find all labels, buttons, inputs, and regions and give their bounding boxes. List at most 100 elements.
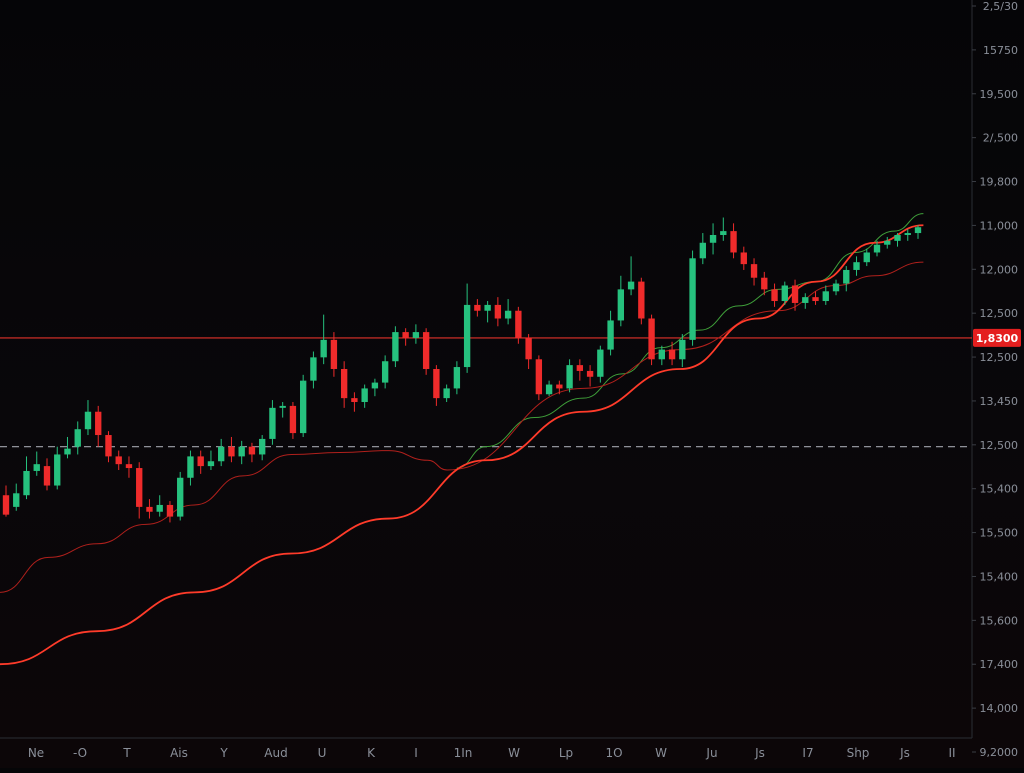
candle (228, 436, 235, 463)
candle (23, 456, 30, 500)
candle (156, 495, 163, 517)
candle (586, 365, 594, 387)
x-tick-label: 1O (605, 746, 622, 760)
candle (371, 378, 379, 397)
candle (136, 462, 143, 519)
candle-body (627, 281, 635, 290)
candle (679, 334, 686, 368)
x-tick-label: Aud (264, 746, 287, 760)
candle (412, 324, 420, 344)
candle-body (289, 405, 297, 434)
candle (515, 306, 522, 344)
candle-body (853, 262, 860, 270)
candle (894, 233, 901, 247)
candle (658, 345, 665, 366)
candle (177, 471, 184, 521)
x-tick-label: W (508, 746, 520, 760)
candle-body (679, 339, 686, 360)
x-tick-label: -O (73, 746, 87, 760)
candle (33, 451, 40, 476)
candle (802, 293, 809, 309)
candle (699, 233, 706, 265)
x-tick-label: Y (219, 746, 228, 760)
candle-body (904, 233, 911, 235)
candle-body (873, 244, 881, 253)
candle-body (914, 227, 922, 234)
x-tick-label: T (122, 746, 131, 760)
x-tick-label: I7 (802, 746, 813, 760)
candle (904, 229, 911, 241)
moving-averages (0, 213, 924, 666)
candle-body (463, 304, 471, 368)
candle-body (863, 252, 870, 263)
candle-body (269, 407, 276, 439)
candle (289, 402, 297, 439)
series-line-ma_fast (456, 213, 924, 469)
candle (422, 328, 430, 375)
y-tick-label: 14,000 (980, 702, 1019, 715)
candle-body (422, 332, 430, 369)
candle (761, 271, 768, 296)
candle (791, 279, 799, 311)
y-tick-label: 12,000 (980, 263, 1019, 276)
candles (2, 217, 922, 523)
x-tick-label: 1In (454, 746, 473, 760)
candle-body (843, 269, 850, 284)
candle-body (105, 435, 112, 457)
candle (115, 450, 122, 470)
candle-body (730, 231, 737, 253)
candle (832, 279, 840, 296)
candle-body (64, 448, 71, 455)
candle-body (443, 388, 450, 399)
candle-body (453, 367, 461, 389)
candle-body (412, 332, 420, 338)
candle (689, 250, 696, 346)
candle-body (668, 349, 676, 360)
x-tick-label: Shp (847, 746, 870, 760)
candle (43, 458, 51, 491)
y-tick-label: 19,800 (980, 176, 1019, 189)
candle-body (54, 454, 61, 486)
y-tick-label: 12,500 (980, 351, 1019, 364)
candle-body (822, 291, 829, 302)
candle (320, 314, 327, 365)
candle (381, 355, 389, 389)
candle-body (771, 289, 778, 302)
candle-body (832, 283, 840, 292)
candle-body (556, 384, 563, 389)
candle-body (13, 493, 20, 507)
candle-body (381, 361, 389, 383)
candle-body (248, 446, 256, 455)
y-axis-ticks: 2,5/30 15750 19,500 2/,500 19,800 11,000 12,00… (972, 0, 1018, 759)
candle (330, 332, 338, 377)
candle (617, 275, 625, 327)
candle (13, 483, 20, 511)
candle-body (566, 365, 573, 389)
candle-body (689, 258, 696, 340)
candle (207, 450, 215, 470)
candle-body (197, 456, 204, 467)
candle-body (166, 504, 174, 517)
x-tick-label: II (948, 746, 955, 760)
y-tick-label: 13,450 (980, 395, 1019, 408)
candle (64, 436, 71, 459)
candle (463, 283, 471, 373)
x-tick-label: Js (754, 746, 765, 760)
y-tick-label: 2,5/30 (983, 0, 1018, 13)
y-tick-label: 19,500 (980, 88, 1019, 101)
candle-body (535, 359, 543, 395)
x-tick-label: I (414, 746, 418, 760)
price-tag: 1,8300 (973, 328, 1021, 347)
candle-body (238, 446, 245, 457)
candle-body (177, 477, 184, 517)
candle (433, 365, 440, 406)
y-tick-label: 15750 (983, 44, 1018, 57)
candle (54, 446, 61, 490)
x-tick-label: Js (899, 746, 910, 760)
candle (310, 351, 317, 389)
candle-body (392, 332, 399, 362)
candle-body (597, 349, 604, 377)
candle (392, 326, 399, 368)
